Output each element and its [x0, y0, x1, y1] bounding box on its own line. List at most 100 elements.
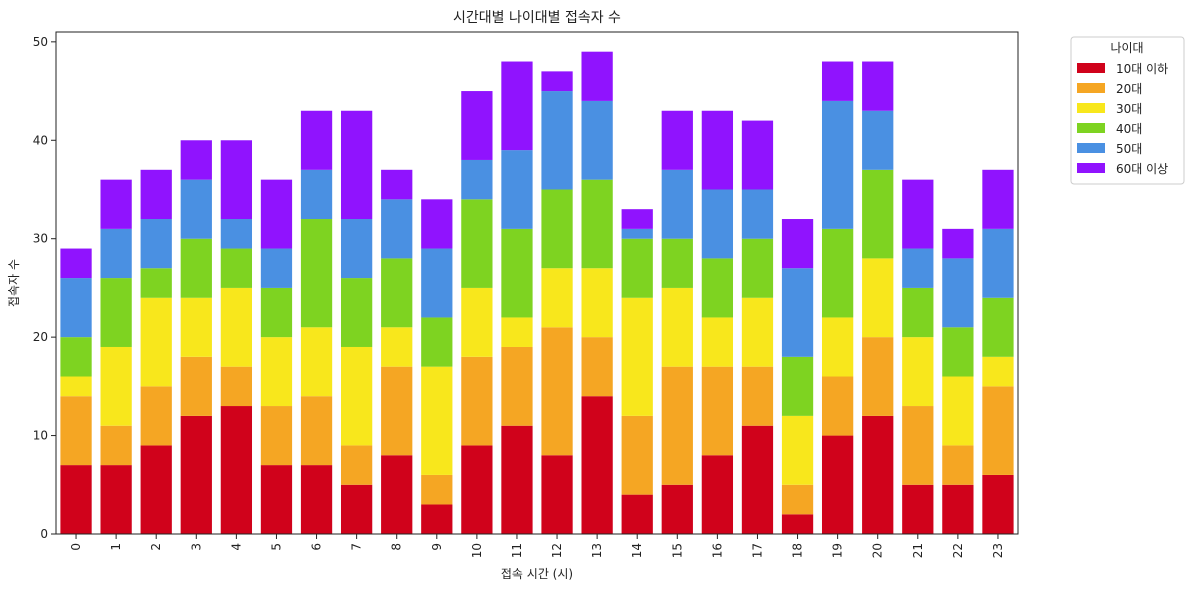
bar-segment-hour-6-series-4 [300, 169, 333, 220]
bar-segment-hour-16-series-2 [701, 317, 734, 367]
x-tick-label: 15 [670, 543, 684, 558]
legend-label: 30대 [1116, 102, 1142, 116]
x-tick-label: 1 [109, 543, 123, 551]
bar-segment-hour-17-series-2 [741, 297, 774, 367]
bar-segment-hour-23-series-0 [982, 474, 1014, 534]
bar-segment-hour-3-series-5 [180, 140, 212, 180]
x-tick-label: 9 [430, 543, 444, 551]
bar-segment-hour-12-series-4 [541, 91, 573, 190]
bar-segment-hour-6-series-2 [300, 327, 333, 397]
x-tick-label: 16 [710, 543, 724, 558]
bar-segment-hour-16-series-0 [701, 455, 734, 534]
bar-segment-hour-15-series-3 [661, 238, 693, 288]
x-axis: 0 1 2 3 4 5 6 7 8 9 10 11 12 13 14 15 16 17 18 19 20 21 22 23 [69, 534, 1005, 558]
bar-segment-hour-14-series-0 [621, 494, 653, 534]
plot-frame [55, 31, 1019, 535]
bar-segment-hour-4-series-0 [220, 406, 253, 534]
bar-segment-hour-15-series-0 [661, 484, 693, 534]
bar-segment-hour-2-series-2 [140, 297, 172, 387]
bar-segment-hour-8-series-2 [381, 327, 413, 367]
bar-segment-hour-4-series-1 [220, 366, 253, 407]
bar-segment-hour-18-series-3 [781, 356, 814, 416]
x-tick-label: 19 [831, 543, 845, 558]
bar-segment-hour-16-series-5 [701, 110, 734, 190]
x-tick-label: 18 [791, 543, 805, 558]
bar-segment-hour-12-series-5 [541, 71, 573, 92]
legend-label: 60대 이상 [1116, 162, 1168, 176]
legend-title: 나이대 [1110, 41, 1143, 55]
bar-segment-hour-3-series-0 [180, 415, 212, 534]
bar-segment-hour-3-series-1 [180, 356, 212, 416]
bar-segment-hour-12-series-2 [541, 268, 573, 328]
bar-segment-hour-1-series-5 [100, 179, 132, 229]
bar-segment-hour-23-series-1 [982, 386, 1014, 475]
bar-segment-hour-20-series-4 [862, 110, 894, 170]
bar-segment-hour-0-series-5 [60, 248, 92, 279]
legend-swatch [1077, 63, 1105, 73]
legend-swatch [1077, 83, 1105, 93]
bar-segment-hour-14-series-5 [621, 209, 653, 229]
x-tick-label: 17 [750, 543, 764, 558]
bar-segment-hour-5-series-2 [260, 337, 293, 407]
y-tick-label: 40 [33, 133, 48, 147]
bar-segment-hour-6-series-3 [300, 219, 333, 328]
bar-segment-hour-3-series-4 [180, 179, 212, 239]
bar-segment-hour-15-series-5 [661, 110, 693, 170]
bar-segment-hour-0-series-0 [60, 465, 92, 534]
legend-label: 10대 이하 [1116, 62, 1168, 76]
legend-label: 40대 [1116, 122, 1142, 136]
x-tick-label: 10 [470, 543, 484, 558]
x-tick-label: 14 [630, 543, 644, 558]
bar-segment-hour-8-series-4 [381, 199, 413, 259]
bar-segment-hour-2-series-0 [140, 445, 172, 534]
x-tick-label: 0 [69, 543, 83, 551]
x-tick-label: 4 [229, 543, 243, 551]
x-tick-label: 3 [189, 543, 203, 551]
x-tick-label: 8 [390, 543, 404, 551]
bar-segment-hour-11-series-5 [501, 61, 533, 151]
legend-items: 10대 이하 20대 30대 40대 50대 60대 이상 [1077, 62, 1168, 176]
legend-label: 50대 [1116, 142, 1142, 156]
bar-segment-hour-22-series-2 [942, 376, 974, 446]
y-tick-label: 10 [33, 429, 48, 443]
bar-segment-hour-11-series-1 [501, 346, 533, 426]
bar-segment-hour-23-series-4 [982, 228, 1014, 298]
bar-segment-hour-21-series-0 [902, 484, 934, 534]
bar-segment-hour-10-series-0 [461, 445, 493, 534]
chart-title: 시간대별 나이대별 접속자 수 [453, 10, 621, 26]
x-tick-label: 20 [871, 543, 885, 558]
bar-segment-hour-2-series-3 [140, 268, 172, 298]
bar-segment-hour-13-series-5 [581, 51, 613, 101]
bar-segment-hour-17-series-5 [741, 120, 774, 190]
bar-segment-hour-18-series-2 [781, 415, 814, 485]
bar-segment-hour-12-series-3 [541, 189, 573, 269]
x-tick-label: 23 [991, 543, 1005, 558]
bar-segment-hour-0-series-2 [60, 376, 92, 397]
bar-segment-hour-3-series-2 [180, 297, 212, 357]
bar-segment-hour-17-series-1 [741, 366, 774, 426]
bar-segment-hour-5-series-4 [260, 248, 293, 288]
bar-segment-hour-1-series-4 [100, 228, 132, 279]
bar-segment-hour-20-series-3 [862, 169, 894, 259]
bar-segment-hour-10-series-2 [461, 287, 493, 357]
x-tick-label: 22 [951, 543, 965, 558]
bar-segment-hour-4-series-4 [220, 219, 253, 249]
bar-segment-hour-20-series-2 [862, 258, 894, 338]
bar-segment-hour-1-series-0 [100, 465, 132, 534]
bar-segment-hour-21-series-2 [902, 337, 934, 407]
y-tick-label: 20 [33, 330, 48, 344]
bar-segment-hour-16-series-4 [701, 189, 734, 259]
bar-segment-hour-22-series-0 [942, 484, 974, 534]
x-tick-label: 11 [510, 543, 524, 558]
bar-segment-hour-9-series-5 [421, 199, 453, 249]
bar-segment-hour-19-series-2 [821, 317, 854, 377]
bar-segment-hour-12-series-0 [541, 455, 573, 534]
bar-segment-hour-22-series-4 [942, 258, 974, 328]
bar-segment-hour-19-series-1 [821, 376, 854, 436]
bar-segment-hour-7-series-4 [340, 219, 373, 279]
y-tick-label: 30 [33, 232, 48, 246]
bar-segment-hour-7-series-0 [340, 484, 373, 534]
bar-segment-hour-8-series-5 [381, 169, 413, 200]
bar-segment-hour-16-series-1 [701, 366, 734, 456]
